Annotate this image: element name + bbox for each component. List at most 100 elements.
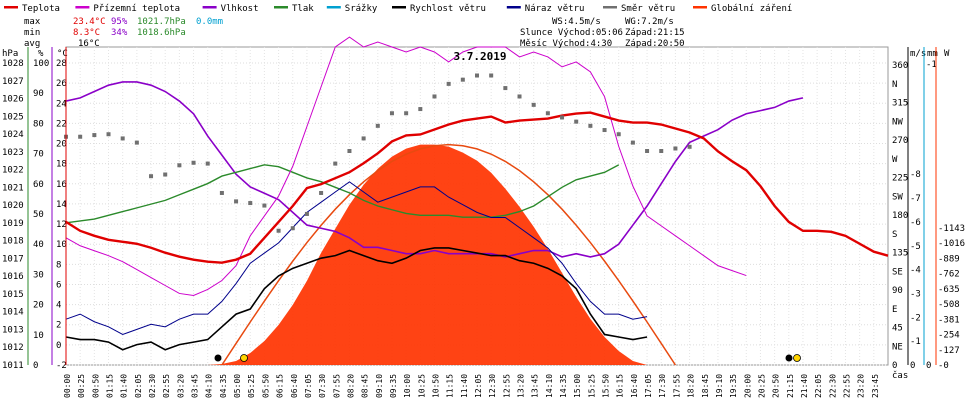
radiation-tick-label: -254	[938, 331, 960, 341]
legend-swatch	[75, 6, 90, 9]
pct-axis-label: %	[38, 49, 44, 59]
wind-direction-point	[687, 144, 692, 149]
x-tick-label: 16:40	[630, 374, 639, 398]
wind-direction-point	[290, 226, 295, 231]
wind-direction-point	[234, 199, 239, 204]
stat-min-press: 1018.6hPa	[137, 28, 186, 38]
stat-avg-label: avg	[24, 39, 40, 49]
x-tick-label: 06:15	[276, 374, 285, 398]
info-slunce: Slunce Východ:05:06	[520, 28, 623, 38]
wind-direction-point	[92, 133, 97, 138]
x-tick-label: 20:50	[772, 374, 781, 398]
wind-direction-point	[404, 111, 409, 116]
pct-tick-label: 40	[33, 240, 44, 250]
radiation-axis-label: W	[944, 49, 950, 59]
radiation-tick-label: -0	[938, 361, 949, 371]
temp-tick-label: 4	[56, 301, 61, 311]
hpa-tick-label: 1012	[2, 343, 24, 353]
wind-direction-point	[163, 172, 168, 177]
stat-max-label: max	[24, 17, 41, 27]
hpa-tick-label: 1025	[2, 112, 24, 122]
hpa-tick-label: 1024	[2, 130, 24, 140]
wind-direction-point	[531, 102, 536, 107]
x-tick-label: 12:55	[502, 374, 511, 398]
axes-layer: 1028102710261025102410231022102110201019…	[2, 47, 965, 398]
x-tick-label: 07:55	[332, 374, 341, 398]
temp-tick-label: -2	[56, 361, 67, 371]
wind-direction-point	[389, 111, 394, 116]
wind-direction-point	[134, 140, 139, 145]
hpa-tick-label: 1019	[2, 219, 24, 229]
wind-direction-point	[517, 94, 522, 99]
legend-label: Teplota	[22, 4, 60, 14]
x-tick-label: 08:20	[346, 374, 355, 398]
wind-direction-point	[375, 123, 380, 128]
pct-tick-label: 60	[33, 180, 44, 190]
chart-title: 3.7.2019	[454, 50, 507, 63]
x-tick-label: 00:25	[77, 374, 86, 398]
wind-direction-point	[177, 163, 182, 168]
legend-label: Srážky	[345, 4, 378, 14]
x-tick-label: 06:40	[290, 374, 299, 398]
x-tick-label: 17:55	[672, 374, 681, 398]
pct-tick-label: 70	[33, 150, 44, 160]
x-tick-label: 05:00	[233, 374, 242, 398]
temp-tick-label: 26	[56, 79, 67, 89]
x-tick-label: 10:25	[417, 374, 426, 398]
hpa-tick-label: 1023	[2, 148, 24, 158]
legend-label: Vlhkost	[221, 4, 259, 14]
wind-tick-label: -6	[910, 218, 921, 228]
stat-max-press: 1021.7hPa	[137, 17, 186, 27]
legend: Teplota Přízemní teplota Vlhkost Tlak Srážky…	[4, 4, 792, 49]
x-tick-label: 11:40	[460, 374, 469, 398]
sunrise-marker	[240, 354, 248, 362]
wind-direction-point	[588, 123, 593, 128]
info-ws: WS:4.5m/s	[552, 17, 601, 27]
wind-direction-point	[574, 119, 579, 124]
pct-tick-label: 20	[33, 301, 44, 311]
temp-tick-label: 24	[56, 99, 67, 109]
wind-direction-point	[630, 140, 635, 145]
pct-tick-label: 30	[33, 270, 44, 280]
stat-max-rain: 0.0mm	[196, 17, 223, 27]
wind-direction-point	[106, 132, 111, 137]
legend-swatch	[506, 6, 521, 9]
rain-tick-label: 0	[926, 361, 931, 371]
legend-label: Rychlost větru	[410, 4, 486, 14]
wind-direction-point	[120, 136, 125, 141]
x-tick-label: 11:15	[446, 374, 455, 398]
x-tick-label: 05:25	[247, 374, 256, 398]
wind-direction-point	[191, 160, 196, 165]
x-tick-label: 23:20	[857, 374, 866, 398]
x-tick-label: 16:15	[616, 374, 625, 398]
pct-tick-label: 10	[33, 331, 44, 341]
legend-label: Náraz větru	[525, 4, 585, 14]
x-tick-label: 18:20	[687, 374, 696, 398]
info-slunce-zapad: Západ:21:15	[625, 28, 685, 38]
x-tick-label: 01:40	[120, 374, 129, 398]
wind-direction-point	[460, 77, 465, 82]
wind-direction-point	[659, 149, 664, 154]
wind-direction-point	[304, 211, 309, 216]
legend-label: Tlak	[292, 4, 314, 14]
x-tick-label: 12:30	[488, 374, 497, 398]
legend-label: Globální záření	[711, 4, 792, 14]
wind-direction-point	[475, 73, 479, 78]
wind-direction-point	[319, 190, 324, 195]
x-tick-label: 08:45	[361, 374, 370, 398]
direction-tick-label: 90	[892, 286, 903, 296]
wind-direction-point	[645, 149, 650, 154]
x-tick-label: 14:10	[545, 374, 554, 398]
wind-tick-label: -2	[910, 313, 921, 323]
temp-axis-label: °C	[57, 49, 68, 59]
x-axis-label: čas	[892, 370, 908, 381]
wind-speed-line	[65, 247, 648, 351]
x-tick-label: 02:55	[162, 374, 171, 398]
wind-tick-label: 0	[910, 361, 915, 371]
hpa-tick-label: 1011	[2, 361, 24, 371]
info-mesic-zapad: Západ:20:50	[625, 39, 685, 49]
stat-min-label: min	[24, 28, 40, 38]
x-tick-label: 03:20	[176, 374, 185, 398]
direction-tick-label: N	[892, 80, 897, 90]
rain-axis-label: mm	[927, 49, 938, 59]
